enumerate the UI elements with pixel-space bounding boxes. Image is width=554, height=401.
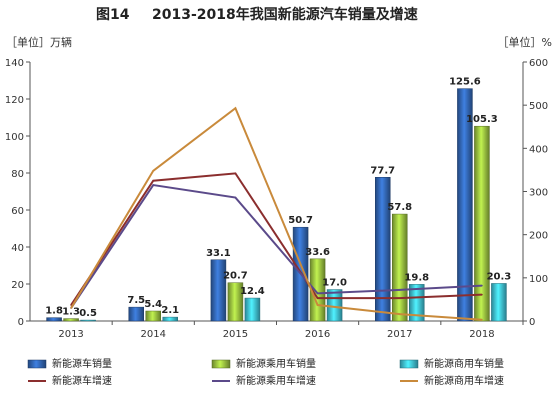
bar-data-label: 5.4 bbox=[144, 299, 162, 310]
bar-data-label: 33.1 bbox=[206, 248, 231, 259]
line-point-2-2014 bbox=[152, 169, 155, 172]
bar-data-label: 33.6 bbox=[305, 247, 330, 258]
bar-2-2014 bbox=[162, 316, 178, 322]
line-point-0-2013 bbox=[70, 304, 72, 306]
chart-title: 2013-2018年我国新能源汽车销量及增速 bbox=[152, 6, 418, 23]
line-point-2-2017 bbox=[398, 313, 401, 315]
line-point-1-2016 bbox=[316, 292, 319, 295]
legend-label: 新能源车销量 bbox=[52, 357, 112, 370]
x-tick-label: 2017 bbox=[387, 329, 412, 340]
left-tick-label: 120 bbox=[5, 95, 24, 106]
chart-title-prefix: 图14 bbox=[96, 7, 130, 23]
bar-data-label: 1.8 bbox=[45, 306, 63, 317]
line-point-1-2015 bbox=[234, 196, 237, 199]
line-point-0-2014 bbox=[152, 179, 155, 182]
bar-2-2013 bbox=[80, 319, 96, 322]
left-tick-label: 140 bbox=[5, 58, 24, 69]
bar-0-2015 bbox=[210, 259, 227, 322]
legend-label: 新能源商用车增速 bbox=[424, 374, 504, 387]
line-point-2-2018 bbox=[481, 318, 483, 321]
left-tick-label: 20 bbox=[11, 280, 24, 291]
bar-2-2016 bbox=[326, 289, 343, 322]
right-tick-label: 0 bbox=[529, 317, 535, 328]
right-tick-label: 500 bbox=[529, 101, 548, 112]
line-series-0 bbox=[70, 172, 482, 306]
bar-data-label: 20.3 bbox=[487, 271, 512, 282]
bar-data-label: 12.4 bbox=[240, 286, 265, 297]
plot-area: 0 20 40 60 80 100 120 140 0 100 200 300 400 500 600 201… bbox=[5, 58, 548, 340]
legend-label: 新能源乘用车增速 bbox=[236, 374, 316, 387]
bar-data-label: 7.5 bbox=[127, 295, 145, 306]
line-point-0-2015 bbox=[234, 172, 237, 175]
line-point-0-2016 bbox=[316, 297, 319, 299]
line-series-1 bbox=[70, 183, 482, 309]
bar-data-label: 1.3 bbox=[62, 307, 80, 318]
x-tick-label: 2016 bbox=[305, 329, 330, 340]
bar-data-label: 20.7 bbox=[223, 271, 248, 282]
legend-label: 新能源乘用车销量 bbox=[236, 357, 316, 370]
bar-0-2014 bbox=[128, 306, 144, 322]
bar-data-label: 50.7 bbox=[288, 215, 313, 226]
bar-data-label: 17.0 bbox=[322, 278, 347, 289]
bar-data-label: 77.7 bbox=[370, 165, 395, 176]
bar-1-2013 bbox=[63, 318, 79, 322]
bar-1-2017 bbox=[392, 213, 408, 322]
line-series-2 bbox=[70, 106, 482, 321]
bar-data-label: 0.5 bbox=[79, 308, 97, 319]
bar-2-2017 bbox=[409, 284, 425, 322]
legend-label: 新能源车增速 bbox=[52, 374, 112, 387]
right-axis-unit-label: ［单位］% bbox=[498, 35, 552, 49]
legend-swatch-bar-0 bbox=[27, 359, 47, 369]
bar-data-label: 57.8 bbox=[387, 202, 412, 213]
bar-data-label: 105.3 bbox=[466, 114, 498, 125]
bar-0-2013 bbox=[46, 317, 62, 322]
line-point-2-2013 bbox=[70, 307, 72, 309]
right-tick-label: 600 bbox=[529, 58, 548, 69]
left-tick-label: 60 bbox=[11, 206, 24, 217]
x-tick-label: 2013 bbox=[58, 329, 83, 340]
line-point-1-2017 bbox=[398, 289, 401, 291]
right-tick-label: 400 bbox=[529, 144, 548, 155]
bar-1-2018 bbox=[474, 125, 490, 322]
bar-1-2015 bbox=[227, 282, 244, 322]
left-tick-label: 80 bbox=[11, 169, 24, 180]
line-point-1-2018 bbox=[481, 284, 483, 287]
x-tick-label: 2014 bbox=[141, 329, 166, 340]
bar-0-2018 bbox=[457, 88, 473, 322]
bar-0-2017 bbox=[375, 177, 391, 322]
line-point-1-2014 bbox=[152, 184, 155, 186]
line-point-2-2015 bbox=[234, 107, 237, 109]
bar-data-label: 125.6 bbox=[449, 77, 481, 88]
legend-swatch-bar-2 bbox=[399, 359, 419, 369]
bar-1-2014 bbox=[145, 310, 161, 322]
line-point-0-2017 bbox=[398, 297, 401, 299]
left-axis-unit-label: ［单位］万辆 bbox=[6, 35, 72, 49]
bar-2-2015 bbox=[244, 297, 261, 322]
left-tick-label: 0 bbox=[18, 317, 24, 328]
legend-label: 新能源商用车销量 bbox=[424, 357, 504, 370]
left-tick-label: 40 bbox=[11, 243, 24, 254]
bar-2-2018 bbox=[491, 283, 507, 322]
right-tick-label: 100 bbox=[529, 274, 548, 285]
bar-data-label: 19.8 bbox=[404, 272, 429, 283]
line-point-0-2018 bbox=[481, 293, 483, 296]
bar-data-label: 2.1 bbox=[161, 305, 179, 316]
legend-swatch-bar-1 bbox=[211, 359, 231, 369]
right-tick-label: 200 bbox=[529, 231, 548, 242]
left-tick-label: 100 bbox=[5, 132, 24, 143]
line-point-2-2016 bbox=[316, 304, 319, 306]
x-tick-label: 2018 bbox=[469, 329, 494, 340]
right-tick-label: 300 bbox=[529, 188, 548, 199]
x-tick-label: 2015 bbox=[223, 329, 248, 340]
